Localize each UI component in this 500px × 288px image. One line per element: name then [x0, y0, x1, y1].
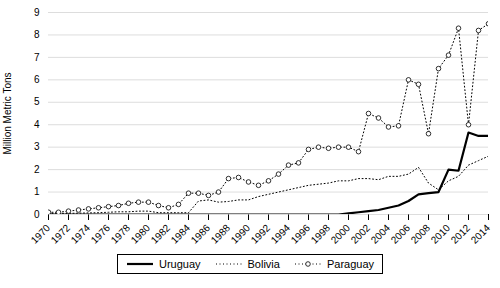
svg-text:Million Metric Tons: Million Metric Tons — [2, 72, 13, 154]
svg-text:1970: 1970 — [29, 222, 53, 246]
svg-text:5: 5 — [34, 96, 40, 107]
svg-text:2: 2 — [34, 164, 40, 175]
svg-text:1974: 1974 — [69, 222, 93, 246]
svg-text:1984: 1984 — [169, 222, 193, 246]
svg-text:2010: 2010 — [429, 222, 453, 246]
svg-text:4: 4 — [34, 119, 40, 130]
svg-text:0: 0 — [34, 209, 40, 220]
svg-text:3: 3 — [34, 141, 40, 152]
svg-text:7: 7 — [34, 52, 40, 63]
html-text:Paraguay: Paraguay — [326, 258, 374, 270]
svg-text:8: 8 — [34, 29, 40, 40]
html-text:Bolivia: Bolivia — [247, 258, 280, 270]
svg-text:1992: 1992 — [249, 222, 273, 246]
svg-text:2012: 2012 — [449, 222, 473, 246]
svg-text:2008: 2008 — [409, 222, 433, 246]
svg-text:6: 6 — [34, 74, 40, 85]
svg-text:1976: 1976 — [89, 222, 113, 246]
svg-text:9: 9 — [34, 7, 40, 18]
svg-text:2014: 2014 — [469, 222, 493, 246]
html-text:Uruguay: Uruguay — [159, 258, 201, 270]
svg-text:1972: 1972 — [49, 222, 73, 246]
svg-text:2004: 2004 — [369, 222, 393, 246]
svg-text:2000: 2000 — [329, 222, 353, 246]
svg-text:1988: 1988 — [209, 222, 233, 246]
svg-text:1994: 1994 — [269, 222, 293, 246]
svg-text:1998: 1998 — [309, 222, 333, 246]
svg-text:1: 1 — [34, 186, 40, 197]
svg-text:2006: 2006 — [389, 222, 413, 246]
svg-text:1980: 1980 — [129, 222, 153, 246]
svg-text:2002: 2002 — [349, 222, 373, 246]
svg-text:1978: 1978 — [109, 222, 133, 246]
svg-text:1996: 1996 — [289, 222, 313, 246]
svg-text:1986: 1986 — [189, 222, 213, 246]
svg-text:1990: 1990 — [229, 222, 253, 246]
svg-text:1982: 1982 — [149, 222, 173, 246]
